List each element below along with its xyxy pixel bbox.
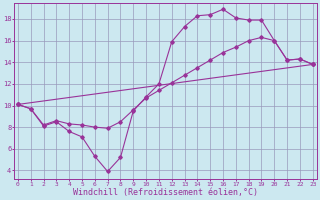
X-axis label: Windchill (Refroidissement éolien,°C): Windchill (Refroidissement éolien,°C) (73, 188, 258, 197)
